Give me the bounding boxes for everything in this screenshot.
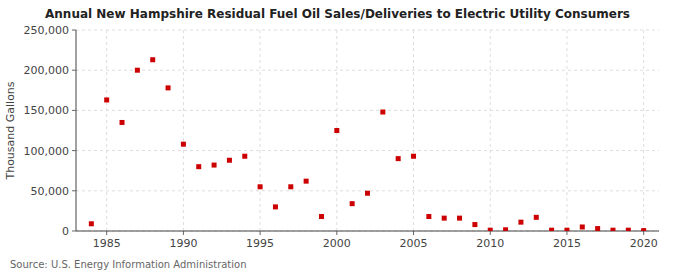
x-tick	[643, 231, 644, 235]
y-grid-line	[76, 30, 659, 31]
y-tick-label: 0	[62, 225, 69, 238]
point	[166, 85, 171, 90]
y-grid-line	[76, 231, 659, 232]
point	[288, 184, 293, 189]
x-tick-label: 2000	[323, 237, 351, 250]
grid	[76, 30, 659, 231]
y-tick-label: 200,000	[24, 64, 70, 77]
point	[334, 128, 339, 133]
x-grid-line	[490, 30, 491, 231]
point	[135, 68, 140, 73]
y-tick	[72, 231, 76, 232]
y-tick-label: 50,000	[31, 185, 70, 198]
title: Annual New Hampshire Residual Fuel Oil S…	[45, 7, 630, 21]
point	[488, 228, 493, 231]
x-tick-label: 1985	[93, 237, 121, 250]
point	[181, 142, 186, 147]
x-grid-line	[413, 30, 414, 231]
y-tick-label: 150,000	[24, 104, 70, 117]
y-grid-line	[76, 70, 659, 71]
point	[457, 216, 462, 221]
y-tick	[72, 30, 76, 31]
point	[104, 97, 109, 102]
point	[365, 191, 370, 196]
chart-svg: Annual New Hampshire Residual Fuel Oil S…	[0, 0, 675, 275]
x-tick-label: 2005	[400, 237, 428, 250]
source-note: Source: U.S. Energy Information Administ…	[10, 259, 247, 270]
point	[564, 228, 569, 231]
y-tick	[72, 190, 76, 191]
point	[380, 110, 385, 115]
y-axis-label: Thousand Gallons	[4, 81, 17, 180]
y-grid-line	[76, 150, 659, 151]
point	[549, 228, 554, 231]
point	[304, 179, 309, 184]
ticks: 0 50,000 100,000 150,000 200,000 250,000 1985 1…	[24, 24, 658, 250]
y-tick	[72, 150, 76, 151]
x-grid-line	[260, 30, 261, 231]
x-tick	[566, 231, 567, 235]
point	[580, 224, 585, 229]
point	[350, 201, 355, 206]
points	[89, 57, 646, 231]
x-tick-label: 1990	[169, 237, 197, 250]
y-tick-label: 250,000	[24, 24, 70, 37]
x-grid-line	[643, 30, 644, 231]
point	[503, 227, 508, 231]
y-tick	[72, 110, 76, 111]
x-tick	[336, 231, 337, 235]
y-tick	[72, 70, 76, 71]
point	[442, 216, 447, 221]
point	[595, 226, 600, 231]
plot-area	[76, 30, 659, 231]
point	[626, 228, 631, 231]
point	[196, 164, 201, 169]
x-grid-line	[566, 30, 567, 231]
y-grid-line	[76, 110, 659, 111]
point	[610, 228, 615, 231]
x-tick	[490, 231, 491, 235]
x-tick	[413, 231, 414, 235]
x-tick	[260, 231, 261, 235]
x-tick-label: 2010	[476, 237, 504, 250]
point	[396, 156, 401, 161]
point	[120, 120, 125, 125]
point	[212, 163, 217, 168]
point	[150, 57, 155, 62]
chart-container: Annual New Hampshire Residual Fuel Oil S…	[0, 0, 675, 275]
x-grid-line	[183, 30, 184, 231]
point	[319, 214, 324, 219]
point	[227, 158, 232, 163]
point	[242, 154, 247, 159]
point	[411, 154, 416, 159]
x-tick	[106, 231, 107, 235]
y-tick-label: 100,000	[24, 145, 70, 158]
x-axis-line	[76, 231, 659, 232]
x-grid-line	[106, 30, 107, 231]
point	[89, 221, 94, 226]
point	[273, 204, 278, 209]
point	[258, 184, 263, 189]
x-tick-label: 2015	[553, 237, 581, 250]
point	[472, 222, 477, 227]
point	[534, 215, 539, 220]
point	[426, 214, 431, 219]
x-tick-label: 2020	[630, 237, 658, 250]
point	[518, 220, 523, 225]
x-tick	[183, 231, 184, 235]
point	[641, 228, 646, 231]
x-tick-label: 1995	[246, 237, 274, 250]
y-axis-line	[76, 30, 77, 231]
